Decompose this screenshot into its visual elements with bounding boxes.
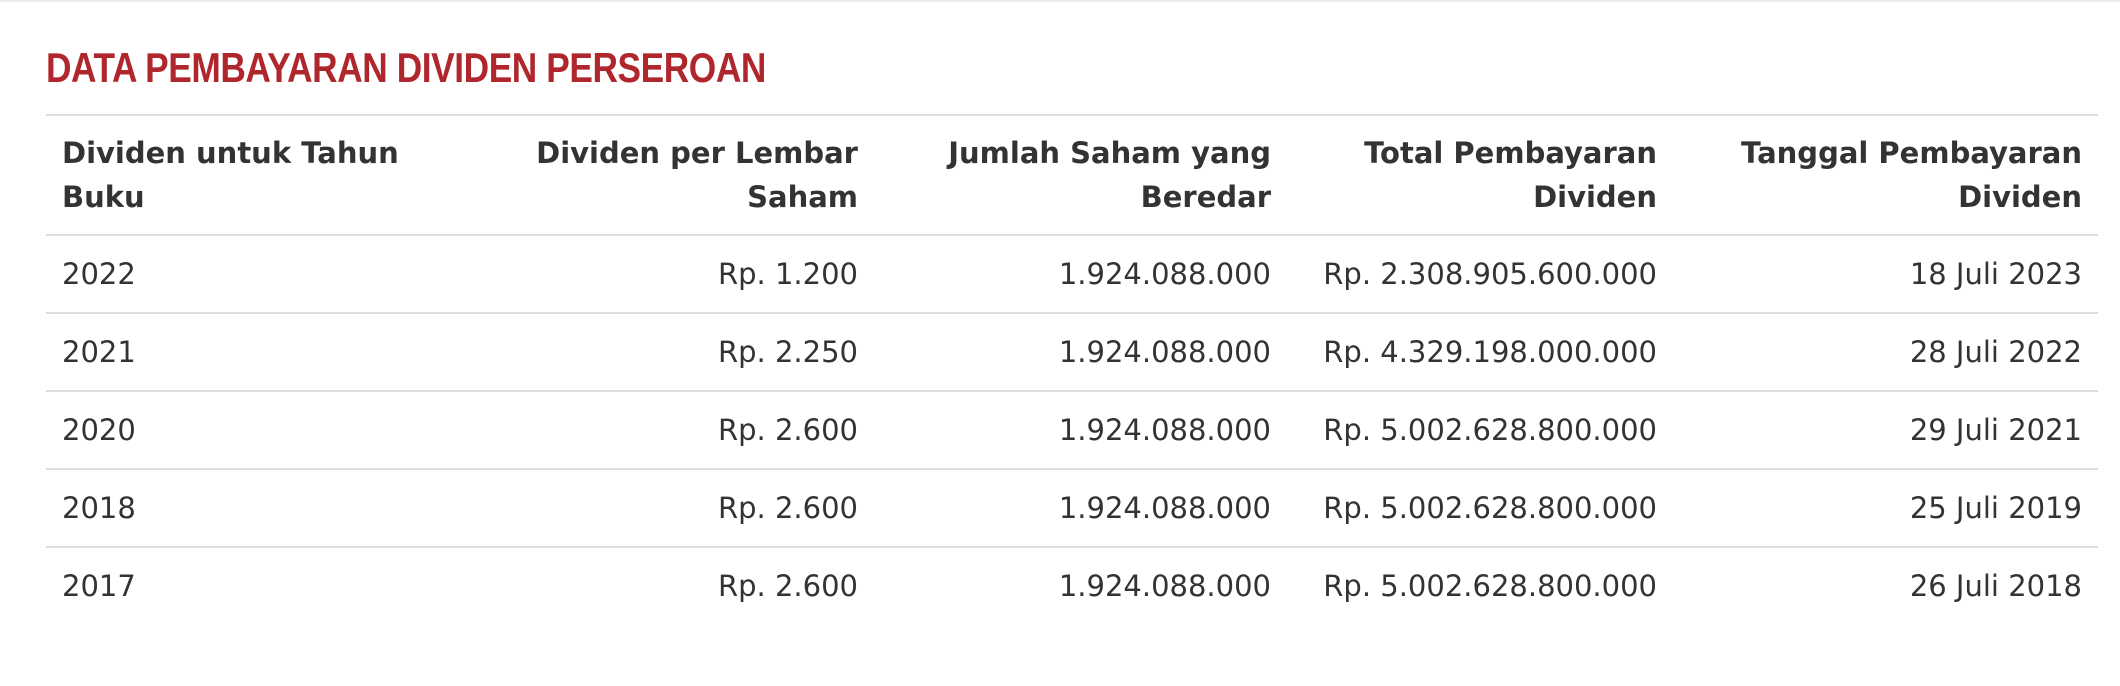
cell-dividend-per-share: Rp. 2.600 [470, 469, 874, 548]
cell-total-payment: Rp. 5.002.628.800.000 [1287, 469, 1673, 548]
cell-total-payment: Rp. 5.002.628.800.000 [1287, 391, 1673, 470]
cell-fiscal-year: 2018 [46, 469, 470, 548]
cell-outstanding-shares: 1.924.088.000 [874, 313, 1287, 392]
cell-outstanding-shares: 1.924.088.000 [1058, 569, 1271, 603]
table-header: Dividen untuk Tahun Buku Dividen per Lem… [46, 115, 2098, 236]
cell-total-payment: Rp. 5.002.628.800.000 [1323, 569, 1657, 603]
table-body: 2022 Rp. 1.200 1.924.088.000 Rp. 2.308.9… [46, 235, 2098, 624]
page-title: DATA PEMBAYARAN DIVIDEN PERSEROAN [46, 44, 766, 91]
cell-fiscal-year: 2020 [46, 391, 470, 470]
table-row: 2020 Rp. 2.600 1.924.088.000 Rp. 5.002.6… [46, 391, 2098, 470]
cell-dividend-per-share: Rp. 2.600 [470, 391, 874, 470]
top-divider [0, 0, 2120, 2]
cell-outstanding-shares: 1.924.088.000 [874, 235, 1287, 314]
header-payment-date: Tanggal Pembayaran Dividen [1673, 115, 2098, 236]
table-header-row: Dividen untuk Tahun Buku Dividen per Lem… [46, 115, 2098, 236]
cell-payment-date: 25 Juli 2019 [1673, 469, 2098, 548]
table-row: 2018 Rp. 2.600 1.924.088.000 Rp. 5.002.6… [46, 469, 2098, 548]
cell-payment-date: 28 Juli 2022 [1673, 313, 2098, 392]
cell-outstanding-shares: 1.924.088.000 [874, 469, 1287, 548]
cell-fiscal-year: 2022 [46, 235, 470, 314]
cell-fiscal-year: 2021 [46, 313, 470, 392]
cell-dividend-per-share: Rp. 2.600 [717, 569, 858, 603]
cell-total-payment: Rp. 2.308.905.600.000 [1287, 235, 1673, 314]
cell-dividend-per-share: Rp. 1.200 [470, 235, 874, 314]
cell-outstanding-shares: 1.924.088.000 [874, 391, 1287, 470]
table-row: 2022 Rp. 1.200 1.924.088.000 Rp. 2.308.9… [46, 235, 2098, 314]
header-total-payment: Total Pembayaran Dividen [1287, 115, 1673, 236]
cell-payment-date: 29 Juli 2021 [1673, 391, 2098, 470]
table-row: 2021 Rp. 2.250 1.924.088.000 Rp. 4.329.1… [46, 313, 2098, 392]
header-fiscal-year: Dividen untuk Tahun Buku [46, 115, 470, 236]
cell-fiscal-year: 2017 [62, 569, 136, 603]
cell-total-payment: Rp. 4.329.198.000.000 [1287, 313, 1673, 392]
header-outstanding-shares: Jumlah Saham yang Beredar [874, 115, 1287, 236]
cell-dividend-per-share: Rp. 2.250 [470, 313, 874, 392]
cell-payment-date: 18 Juli 2023 [1673, 235, 2098, 314]
cell-payment-date: 26 Juli 2018 [1909, 569, 2082, 603]
header-dividend-per-share: Dividen per Lembar Saham [470, 115, 874, 236]
dividend-table: Dividen untuk Tahun Buku Dividen per Lem… [46, 114, 2098, 624]
table-row: 2017 Rp. 2.600 1.924.088.000 Rp. 5.002.6… [46, 547, 2098, 624]
